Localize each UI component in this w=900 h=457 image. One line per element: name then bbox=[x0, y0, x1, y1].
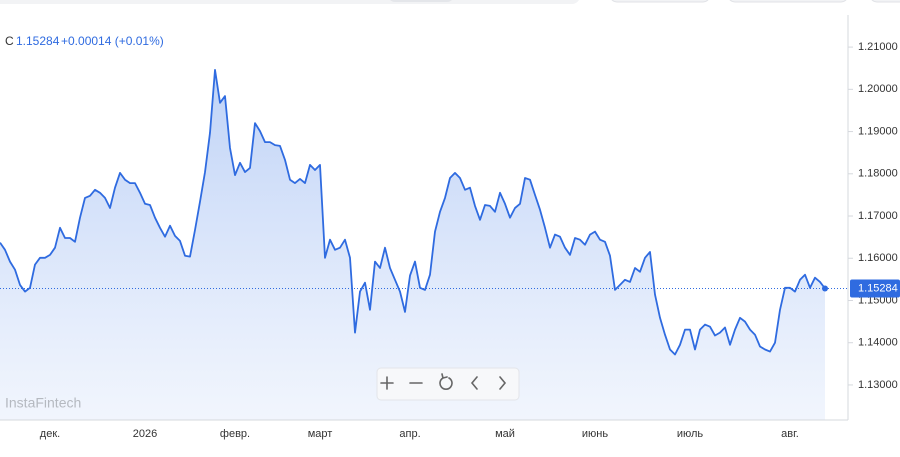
x-tick-label: апр. bbox=[399, 428, 420, 440]
plot-area bbox=[0, 69, 848, 421]
y-tick-label: 1.18000 bbox=[858, 168, 898, 180]
x-tick-label: 2026 bbox=[133, 428, 157, 440]
change: +0.00014 (+0.01%) bbox=[61, 34, 164, 48]
nav-controls bbox=[376, 367, 520, 401]
x-tick-label: авг. bbox=[781, 428, 799, 440]
last-point bbox=[822, 285, 828, 292]
reset-button[interactable] bbox=[439, 373, 453, 390]
area bbox=[0, 69, 825, 421]
last-value-tag-label: 1.15284 bbox=[858, 282, 898, 294]
top-button[interactable] bbox=[728, 0, 848, 3]
y-tick-label: 1.19000 bbox=[858, 125, 898, 137]
watermark: InstaFintech bbox=[5, 395, 81, 411]
y-tick-label: 1.14000 bbox=[858, 337, 898, 349]
nav-panel bbox=[376, 367, 520, 401]
top-toggle[interactable] bbox=[388, 0, 454, 2]
x-tick-label: февр. bbox=[220, 428, 250, 440]
series-label: C bbox=[5, 34, 14, 48]
last-value-tag bbox=[850, 279, 900, 298]
y-tick-label: 1.21000 bbox=[858, 41, 898, 53]
x-tick-label: март bbox=[308, 428, 333, 440]
top-button[interactable] bbox=[610, 0, 710, 3]
y-tick-label: 1.17000 bbox=[858, 210, 898, 222]
x-tick-label: июль bbox=[677, 428, 704, 440]
line bbox=[0, 69, 826, 356]
x-tick-label: дек. bbox=[40, 428, 60, 440]
scroll-left-button[interactable] bbox=[470, 376, 478, 390]
x-tick-label: май bbox=[495, 428, 515, 440]
legend: C 1.15284 +0.00014 (+0.01%) bbox=[5, 34, 164, 48]
zoom-in-button[interactable] bbox=[380, 376, 394, 390]
top-button[interactable] bbox=[870, 0, 900, 3]
y-tick-label: 1.20000 bbox=[858, 83, 898, 95]
y-tick-label: 1.16000 bbox=[858, 252, 898, 264]
scroll-right-button[interactable] bbox=[499, 376, 507, 390]
last-value: 1.15284 bbox=[16, 34, 60, 48]
y-tick-label: 1.13000 bbox=[858, 379, 898, 391]
x-tick-label: июнь bbox=[582, 428, 608, 440]
top-bar bbox=[0, 0, 579, 4]
